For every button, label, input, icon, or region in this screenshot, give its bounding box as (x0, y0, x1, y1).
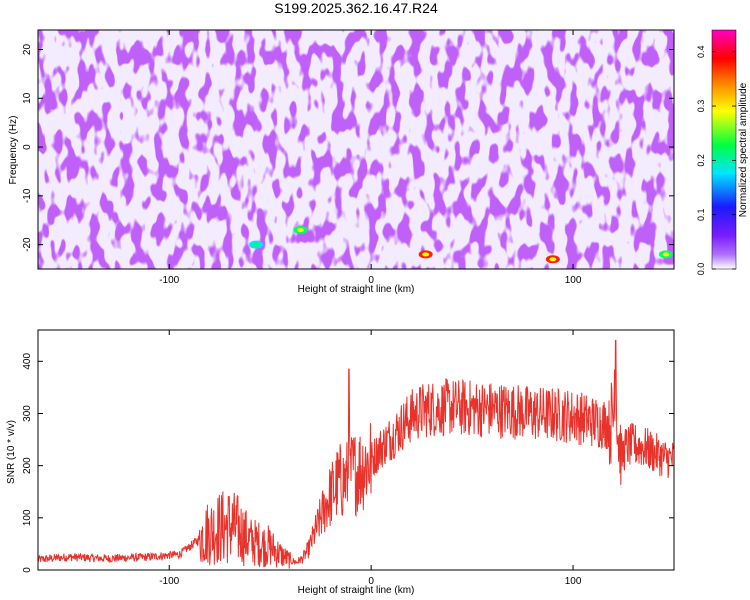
snr-x-tick-label: -100 (159, 576, 179, 587)
snr-frame (37, 329, 675, 571)
colorbar-tick-label: 0.0 (696, 263, 706, 276)
snr-ticks: -100 0 100 0 100 200 300 400 (22, 330, 674, 587)
heatmap-y-tick-label: 20 (22, 44, 33, 56)
heatmap-y-tick-label: -10 (22, 188, 33, 203)
heatmap-frame (37, 29, 675, 270)
heatmap-x-tick-label: -100 (159, 275, 179, 286)
heatmap-texture (38, 30, 674, 269)
snr-y-tick-label: 400 (22, 353, 33, 370)
heatmap-hotspot-core (549, 257, 557, 262)
heatmap-x-tick-label: 100 (565, 275, 582, 286)
figure-title: S199.2025.362.16.47.R24 (274, 0, 438, 16)
snr-panel: -100 0 100 0 100 200 300 400 Height of straight… (6, 329, 675, 596)
colorbar-tick-label: 0.4 (696, 45, 706, 58)
snr-x-tick-label: 0 (368, 576, 374, 587)
heatmap-hotspots (249, 225, 673, 264)
snr-y-tick-label: 100 (22, 509, 33, 526)
heatmap-hotspot-core (296, 227, 304, 232)
snr-y-label: SNR (10 * v/v) (6, 420, 17, 484)
colorbar-label: Normalized spectral amplitude (738, 82, 749, 217)
heatmap-hotspot-core (252, 242, 260, 247)
heatmap-y-tick-label: -20 (22, 237, 33, 252)
snr-y-tick-label: 200 (22, 457, 33, 474)
heatmap-hotspot-core (422, 252, 430, 257)
heatmap-y-label: Frequency (Hz) (8, 116, 19, 185)
snr-y-tick-label: 300 (22, 405, 33, 422)
snr-x-label: Height of straight line (km) (298, 585, 415, 596)
snr-x-tick-label: 100 (565, 576, 582, 587)
colorbar-tick-label: 0.3 (696, 100, 706, 113)
heatmap-y-tick-label: 0 (22, 144, 33, 150)
colorbar: 0.0 0.1 0.2 0.3 0.4 Normalized spectral ampl… (696, 29, 749, 275)
heatmap-y-tick-label: 10 (22, 92, 33, 104)
colorbar-ticks: 0.0 0.1 0.2 0.3 0.4 (696, 45, 736, 275)
heatmap-x-label: Height of straight line (km) (298, 284, 415, 295)
snr-series-line (38, 339, 674, 569)
colorbar-tick-label: 0.1 (696, 208, 706, 221)
snr-y-tick-label: 0 (22, 567, 33, 573)
heatmap-x-tick-label: 0 (368, 275, 374, 286)
heatmap-hotspot-core (662, 252, 670, 257)
colorbar-gradient (711, 29, 737, 270)
colorbar-tick-label: 0.2 (696, 154, 706, 167)
